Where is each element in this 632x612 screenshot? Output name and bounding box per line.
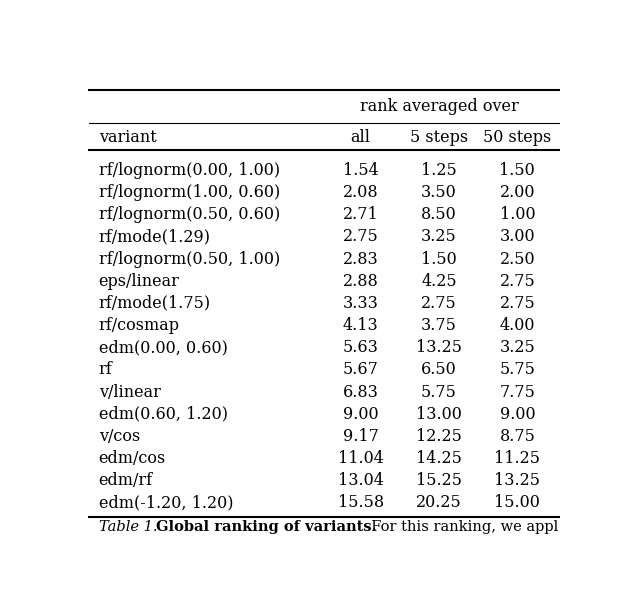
- Text: 1.50: 1.50: [421, 250, 457, 267]
- Text: 5 steps: 5 steps: [410, 129, 468, 146]
- Text: edm/rf: edm/rf: [99, 472, 153, 489]
- Text: 15.25: 15.25: [416, 472, 462, 489]
- Text: 3.50: 3.50: [421, 184, 457, 201]
- Text: 5.63: 5.63: [343, 339, 379, 356]
- Text: 4.25: 4.25: [421, 273, 457, 289]
- Text: rf/lognorm(0.50, 0.60): rf/lognorm(0.50, 0.60): [99, 206, 280, 223]
- Text: 1.00: 1.00: [499, 206, 535, 223]
- Text: 50 steps: 50 steps: [483, 129, 552, 146]
- Text: 14.25: 14.25: [416, 450, 462, 467]
- Text: 15.00: 15.00: [494, 494, 540, 512]
- Text: 2.71: 2.71: [343, 206, 379, 223]
- Text: 2.75: 2.75: [499, 273, 535, 289]
- Text: 13.25: 13.25: [416, 339, 462, 356]
- Text: edm(0.60, 1.20): edm(0.60, 1.20): [99, 406, 228, 423]
- Text: rank averaged over: rank averaged over: [360, 98, 518, 115]
- Text: eps/linear: eps/linear: [99, 273, 179, 289]
- Text: 1.54: 1.54: [343, 162, 379, 179]
- Text: 13.25: 13.25: [494, 472, 540, 489]
- Text: 2.75: 2.75: [499, 295, 535, 312]
- Text: 3.33: 3.33: [343, 295, 379, 312]
- Text: 13.00: 13.00: [416, 406, 462, 423]
- Text: rf/lognorm(1.00, 0.60): rf/lognorm(1.00, 0.60): [99, 184, 280, 201]
- Text: 3.00: 3.00: [499, 228, 535, 245]
- Text: 3.25: 3.25: [421, 228, 457, 245]
- Text: Table 1.: Table 1.: [99, 520, 166, 534]
- Text: 8.50: 8.50: [421, 206, 457, 223]
- Text: 13.04: 13.04: [337, 472, 384, 489]
- Text: 2.08: 2.08: [343, 184, 379, 201]
- Text: 15.58: 15.58: [337, 494, 384, 512]
- Text: rf/cosmap: rf/cosmap: [99, 317, 179, 334]
- Text: 9.00: 9.00: [499, 406, 535, 423]
- Text: 7.75: 7.75: [499, 384, 535, 401]
- Text: 4.00: 4.00: [500, 317, 535, 334]
- Text: all: all: [351, 129, 370, 146]
- Text: edm/cos: edm/cos: [99, 450, 166, 467]
- Text: 2.50: 2.50: [499, 250, 535, 267]
- Text: Global ranking of variants.: Global ranking of variants.: [156, 520, 377, 534]
- Text: 2.00: 2.00: [500, 184, 535, 201]
- Text: 8.75: 8.75: [499, 428, 535, 445]
- Text: 5.75: 5.75: [499, 362, 535, 378]
- Text: 5.67: 5.67: [343, 362, 379, 378]
- Text: 9.17: 9.17: [343, 428, 379, 445]
- Text: 1.50: 1.50: [499, 162, 535, 179]
- Text: 12.25: 12.25: [416, 428, 462, 445]
- Text: 3.25: 3.25: [499, 339, 535, 356]
- Text: 2.83: 2.83: [343, 250, 379, 267]
- Text: 20.25: 20.25: [416, 494, 462, 512]
- Text: rf: rf: [99, 362, 112, 378]
- Text: rf/lognorm(0.00, 1.00): rf/lognorm(0.00, 1.00): [99, 162, 280, 179]
- Text: rf/mode(1.75): rf/mode(1.75): [99, 295, 210, 312]
- Text: edm(0.00, 0.60): edm(0.00, 0.60): [99, 339, 228, 356]
- Text: 9.00: 9.00: [343, 406, 379, 423]
- Text: 2.75: 2.75: [421, 295, 457, 312]
- Text: 11.25: 11.25: [494, 450, 540, 467]
- Text: 6.83: 6.83: [343, 384, 379, 401]
- Text: 4.13: 4.13: [343, 317, 379, 334]
- Text: 2.88: 2.88: [343, 273, 379, 289]
- Text: 1.25: 1.25: [421, 162, 457, 179]
- Text: rf/lognorm(0.50, 1.00): rf/lognorm(0.50, 1.00): [99, 250, 280, 267]
- Text: For this ranking, we appl: For this ranking, we appl: [362, 520, 558, 534]
- Text: 3.75: 3.75: [421, 317, 457, 334]
- Text: edm(-1.20, 1.20): edm(-1.20, 1.20): [99, 494, 233, 512]
- Text: 2.75: 2.75: [343, 228, 379, 245]
- Text: 5.75: 5.75: [421, 384, 457, 401]
- Text: v/linear: v/linear: [99, 384, 161, 401]
- Text: 6.50: 6.50: [421, 362, 457, 378]
- Text: rf/mode(1.29): rf/mode(1.29): [99, 228, 210, 245]
- Text: variant: variant: [99, 129, 156, 146]
- Text: 11.04: 11.04: [337, 450, 384, 467]
- Text: v/cos: v/cos: [99, 428, 140, 445]
